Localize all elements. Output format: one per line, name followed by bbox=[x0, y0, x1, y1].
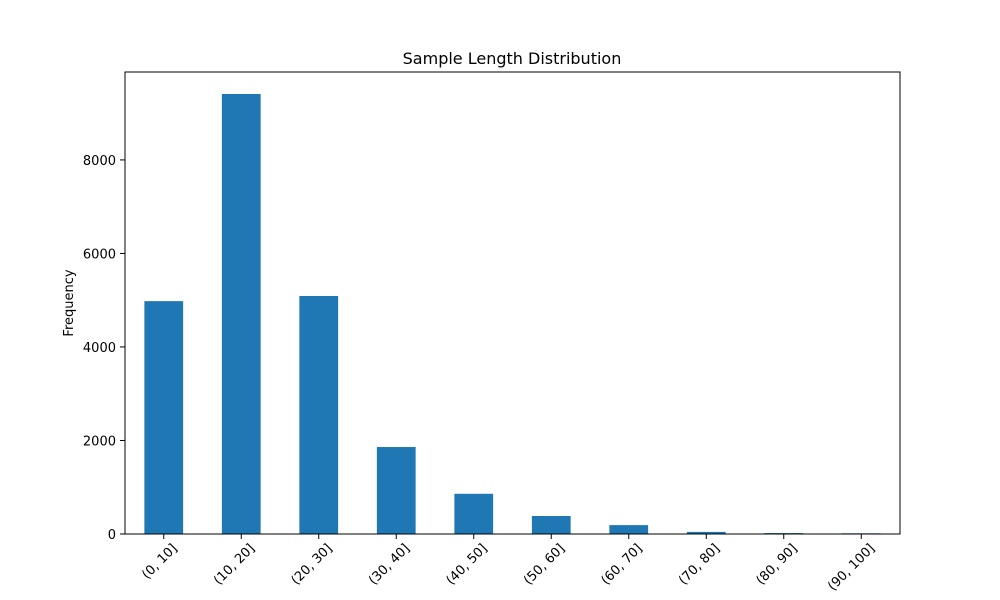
x-tick-label: (80, 90] bbox=[754, 541, 801, 588]
bar bbox=[454, 493, 494, 534]
y-axis-ticks: 0 2000 4000 6000 8000 bbox=[83, 154, 125, 543]
x-tick-label: (60, 70] bbox=[599, 541, 646, 588]
x-tick-label: (20, 30] bbox=[289, 541, 336, 588]
bars-group bbox=[144, 93, 881, 535]
x-tick-label: (10, 20] bbox=[211, 541, 258, 588]
chart-title: Sample Length Distribution bbox=[403, 49, 622, 68]
y-tick-label: 8000 bbox=[83, 154, 116, 169]
x-axis-ticks: (0, 10] (10, 20] (20, 30] (30, 40] (40, 50] (… bbox=[139, 534, 878, 594]
bar bbox=[299, 295, 339, 534]
y-axis-label: Frequency bbox=[62, 269, 77, 336]
plot-frame bbox=[124, 71, 901, 535]
x-tick-label: (70, 80] bbox=[676, 541, 723, 588]
x-tick-label: (40, 50] bbox=[444, 541, 491, 588]
bar bbox=[376, 447, 416, 534]
x-tick-label: (90, 100] bbox=[825, 541, 878, 594]
y-tick-label: 0 bbox=[108, 528, 116, 543]
x-tick-label: (30, 40] bbox=[366, 541, 413, 588]
y-tick-label: 2000 bbox=[83, 434, 116, 449]
bar bbox=[531, 515, 571, 534]
bar bbox=[221, 93, 261, 535]
bar bbox=[609, 525, 649, 534]
bar bbox=[686, 531, 726, 534]
bar bbox=[144, 301, 184, 534]
x-tick-label: (50, 60] bbox=[521, 541, 568, 588]
y-tick-label: 4000 bbox=[83, 341, 116, 356]
x-tick-label: (0, 10] bbox=[139, 541, 180, 582]
y-tick-label: 6000 bbox=[83, 247, 116, 262]
